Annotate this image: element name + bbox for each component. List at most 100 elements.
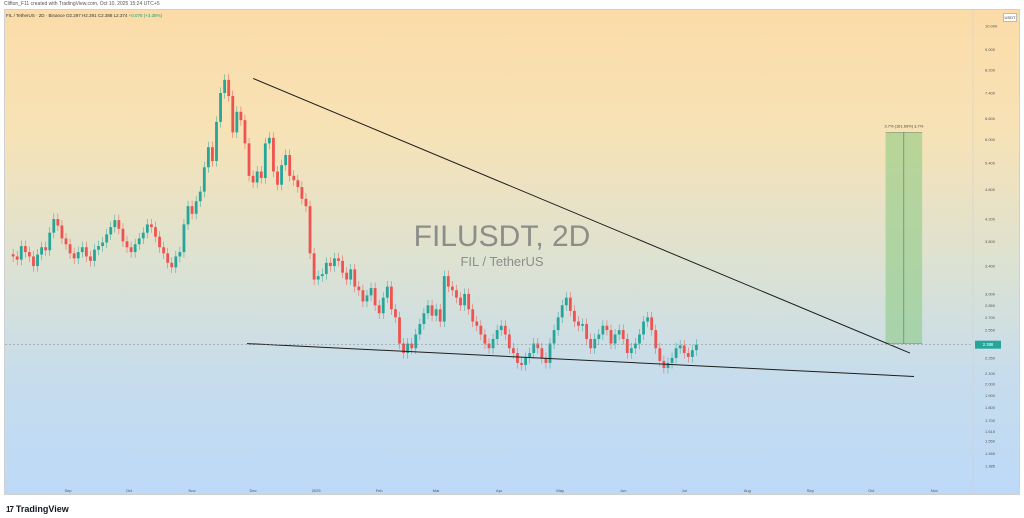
x-tick-label: Feb	[376, 488, 384, 493]
currency-label[interactable]: USDT	[1003, 13, 1017, 22]
candle	[503, 325, 507, 335]
candle	[682, 345, 686, 354]
candle	[459, 297, 462, 306]
candle	[414, 334, 418, 349]
candle	[568, 297, 572, 311]
candle	[117, 220, 121, 229]
y-tick-label: 6.000	[985, 137, 996, 142]
candle	[60, 225, 64, 239]
candle	[536, 343, 540, 349]
y-tick-label: 4.800	[985, 187, 996, 192]
candle	[625, 338, 629, 354]
candle	[361, 290, 365, 302]
candle	[593, 338, 597, 349]
footer	[0, 495, 1024, 518]
candle	[328, 262, 332, 267]
y-tick-label: 5.400	[985, 161, 996, 166]
candle	[304, 198, 308, 207]
candle	[162, 247, 166, 254]
candle	[658, 348, 662, 361]
symbol-watermark-title: FILUSDT, 2D	[413, 220, 591, 253]
candle	[544, 357, 548, 363]
candle	[194, 201, 198, 214]
candle	[406, 343, 410, 354]
candle	[292, 175, 296, 181]
candle	[357, 286, 361, 291]
tradingview-logo[interactable]: 17 TradingView	[6, 504, 69, 514]
symbol-pair: FIL / TetherUS · 2D · Binance	[6, 13, 65, 18]
current-price-tag	[975, 340, 1001, 349]
candle	[540, 348, 544, 358]
candle	[609, 330, 613, 344]
candle	[32, 256, 35, 267]
candle	[446, 276, 450, 287]
candle	[353, 269, 357, 287]
candle	[239, 111, 243, 121]
candle	[288, 155, 292, 176]
y-tick-label: 3.800	[985, 239, 996, 244]
y-tick-label: 10.000	[985, 24, 998, 29]
candle	[133, 244, 137, 253]
candle	[690, 350, 694, 357]
candle	[320, 274, 324, 277]
x-tick-label: Oct	[126, 488, 133, 493]
candle	[475, 321, 479, 326]
y-tick-label: 1.615	[985, 429, 996, 434]
candle	[308, 206, 312, 254]
y-tick-label: 2.250	[985, 355, 996, 360]
candle	[552, 330, 556, 344]
y-tick-label: 6.600	[985, 116, 996, 121]
chart-panel[interactable]: 10.000 9.000 8.200 7.400 6.600 6.000 5.400 4.80…	[4, 9, 1020, 495]
y-tick-label: 1.800	[985, 405, 996, 410]
candle	[170, 262, 174, 268]
candle	[646, 317, 650, 322]
candle	[80, 247, 84, 253]
candle	[577, 321, 580, 326]
candle	[97, 246, 100, 250]
candle	[512, 348, 515, 354]
tradingview-logo-icon: 17	[6, 504, 14, 514]
projection-label: 3.7% (161.69%) 3,7%	[884, 123, 923, 128]
y-tick-label: 2.700	[985, 315, 996, 320]
candle	[247, 143, 251, 176]
candle	[426, 305, 430, 314]
candle	[312, 253, 316, 280]
candle	[174, 256, 178, 268]
candle	[40, 247, 44, 255]
candle	[402, 343, 405, 354]
candle	[231, 96, 235, 133]
candle	[284, 155, 288, 166]
x-tick-label: Aug	[744, 488, 751, 493]
candle	[255, 171, 259, 183]
trendline-support	[246, 343, 915, 377]
candle	[337, 258, 340, 261]
candle	[499, 325, 503, 331]
candle	[272, 137, 275, 172]
candle	[68, 244, 72, 254]
candle	[150, 224, 153, 228]
y-tick-label: 3.000	[985, 291, 996, 296]
ohlc-values: O2.297 H2.391 C2.388 L2.374	[66, 13, 128, 18]
candle	[72, 253, 76, 259]
candle	[638, 334, 641, 344]
candle	[198, 191, 202, 202]
candle	[125, 241, 129, 248]
candle	[105, 234, 109, 243]
candle	[93, 249, 96, 261]
candle	[381, 297, 385, 314]
candle	[345, 272, 349, 280]
price-chart[interactable]: 10.000 9.000 8.200 7.400 6.600 6.000 5.400 4.80…	[5, 10, 1020, 495]
candle	[223, 79, 227, 94]
symbol-watermark-subtitle: FIL / TetherUS	[460, 254, 544, 269]
candle	[564, 297, 568, 306]
candle	[678, 345, 682, 349]
candle	[394, 309, 397, 318]
candle	[450, 286, 454, 291]
candle	[154, 227, 157, 237]
y-tick-label: 2.000	[985, 382, 996, 387]
candle	[263, 143, 267, 179]
candle	[259, 171, 263, 179]
candle	[227, 79, 231, 97]
candle	[36, 254, 39, 267]
candle	[560, 305, 564, 318]
